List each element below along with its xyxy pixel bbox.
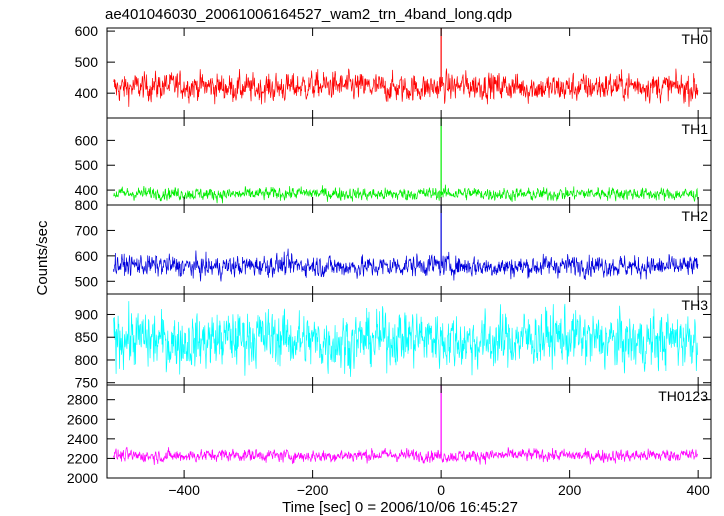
panel-th2: 500 600 700 800 TH2: [75, 197, 712, 295]
panel-frame: [106, 384, 712, 479]
y-tick-label: 500: [75, 54, 99, 70]
x-axis-label: Time [sec] 0 = 2006/10/06 16:45:27: [282, 499, 518, 516]
panel-frame: [106, 27, 712, 119]
y-tick-label: 750: [75, 375, 99, 391]
y-tick-label: 400: [75, 182, 99, 198]
y-tick-label: 600: [75, 248, 99, 264]
panels: 400 500 600 TH0 400 500 600 TH1 500 600 700 800 TH2 7…: [67, 23, 712, 498]
y-tick-label: 800: [75, 352, 99, 368]
x-tick-label: −200: [297, 482, 329, 498]
y-tick-label: 400: [75, 85, 99, 101]
panel-th1: 400 500 600 TH1: [75, 117, 712, 206]
panel-th0: 400 500 600 TH0: [75, 23, 712, 119]
series-line-th1: [113, 184, 699, 204]
x-tick-label: 200: [558, 482, 582, 498]
panel-th0123: 2000 2200 2400 2600 2800 TH0123: [67, 384, 712, 486]
series-line-th2: [113, 248, 699, 282]
x-tick-label: 0: [437, 482, 445, 498]
y-tick-label: 2600: [67, 411, 98, 427]
panel-th3: 750 800 850 900 TH3: [75, 293, 712, 391]
panel-label: TH0: [682, 31, 709, 47]
y-tick-label: 2800: [67, 392, 98, 408]
y-tick-label: 500: [75, 157, 99, 173]
y-tick-label: 800: [75, 197, 99, 213]
panel-label: TH3: [682, 297, 709, 313]
series-line-th3: [113, 301, 698, 377]
y-tick-label: 900: [75, 306, 99, 322]
y-axis-label: Counts/sec: [34, 220, 51, 296]
y-tick-label: 600: [75, 132, 99, 148]
panel-label: TH1: [682, 121, 709, 137]
panel-label: TH2: [682, 208, 709, 224]
y-tick-label: 2400: [67, 431, 98, 447]
x-tick-label: 400: [686, 482, 710, 498]
series-line-th0: [113, 68, 699, 107]
y-tick-label: 500: [75, 273, 99, 289]
chart-title: ae401046030_20061006164527_wam2_trn_4ban…: [105, 6, 512, 23]
y-tick-label: 2000: [67, 470, 98, 486]
y-tick-label: 600: [75, 23, 99, 39]
panel-label: TH0123: [658, 388, 708, 404]
series-line-th0123: [113, 446, 698, 466]
y-tick-label: 2200: [67, 450, 98, 466]
x-tick-label: −400: [168, 482, 200, 498]
y-tick-label: 700: [75, 222, 99, 238]
y-tick-label: 850: [75, 329, 99, 345]
panel-frame: [106, 204, 712, 295]
